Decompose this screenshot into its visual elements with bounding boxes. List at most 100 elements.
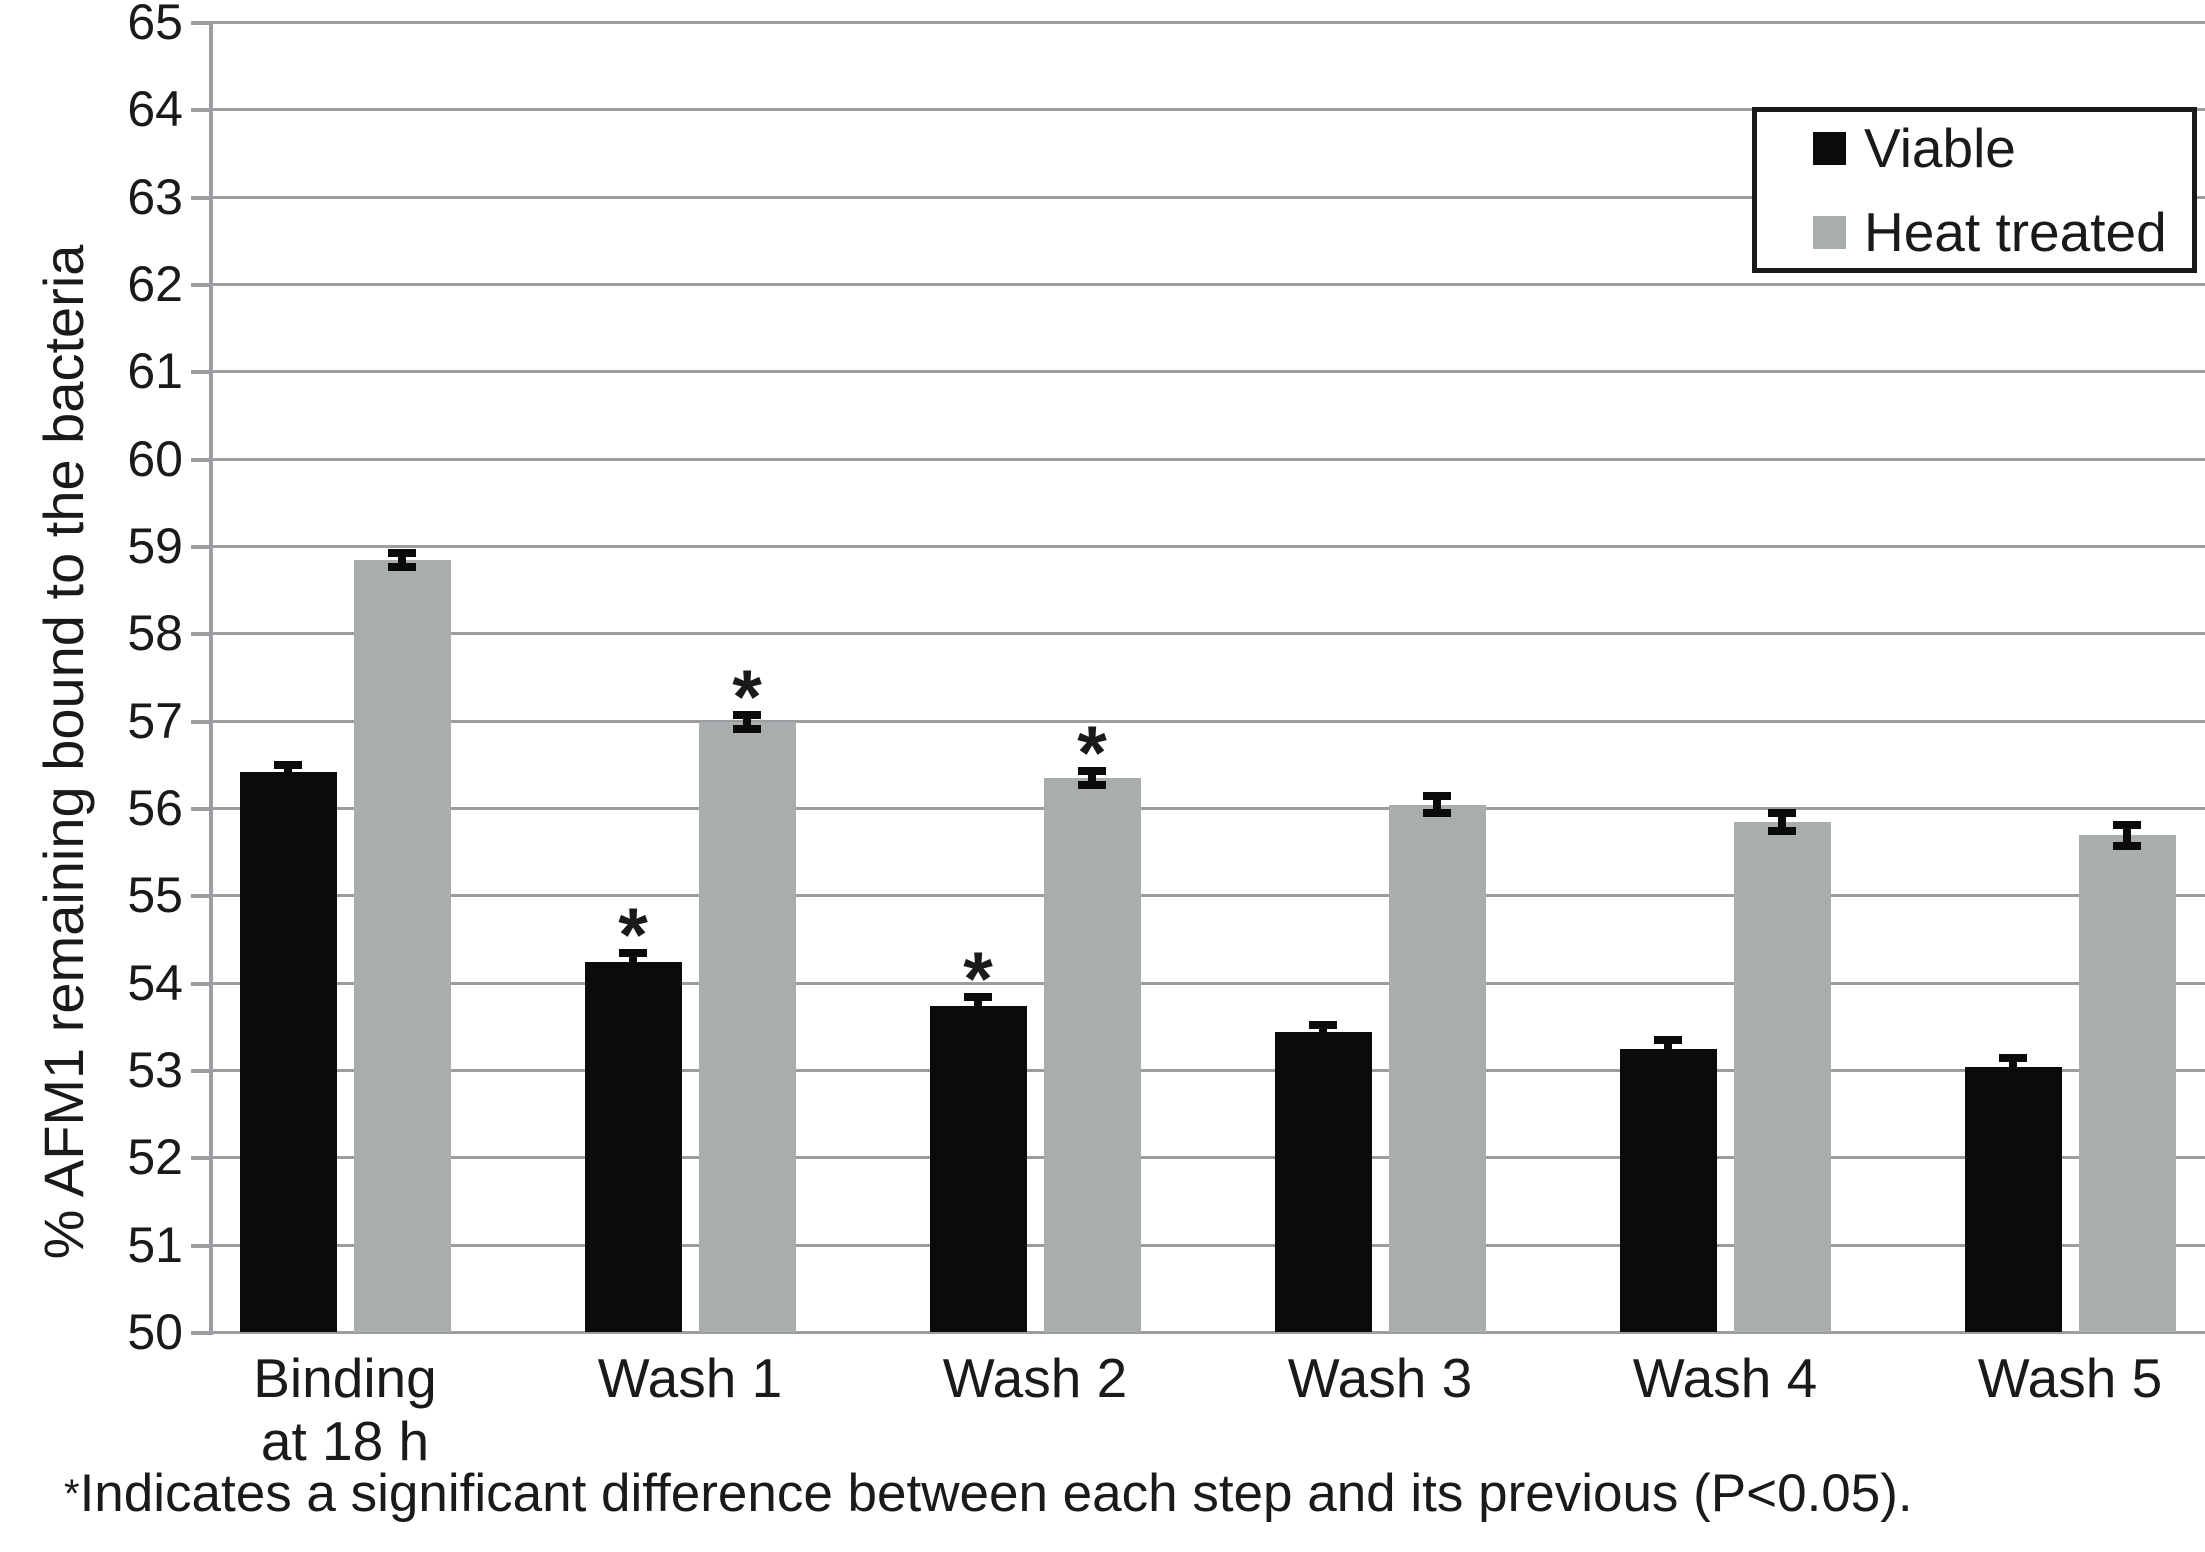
error-bar-stem <box>1433 795 1441 814</box>
bar-heat-treated <box>1733 822 1831 1332</box>
error-bar-cap-top <box>1078 767 1106 776</box>
x-category-label: Wash 4 <box>1632 1347 1818 1409</box>
error-bar-cap-top <box>1768 809 1796 818</box>
error-bar-cap-top <box>1423 791 1451 800</box>
gridline <box>211 457 2205 461</box>
y-axis-tick-label: 54 <box>127 954 183 1011</box>
y-axis-tick-label: 60 <box>127 430 183 487</box>
bar-viable <box>1964 1066 2062 1332</box>
error-bar-stem <box>284 765 292 780</box>
gridline <box>211 1069 2205 1072</box>
y-axis-tick-label: 57 <box>127 692 183 749</box>
footnote-asterisk: * <box>64 1472 80 1516</box>
error-bar-cap-bottom <box>1654 1053 1682 1062</box>
error-bar-cap-bottom <box>1078 781 1106 790</box>
y-axis-tick-label: 56 <box>127 780 183 836</box>
y-axis-tick <box>191 807 211 811</box>
y-axis-tick <box>191 108 211 113</box>
error-bar-cap-top <box>388 549 416 558</box>
y-axis-tick-label: 64 <box>127 81 183 138</box>
footnote: * Indicates a significant difference betw… <box>64 1462 1913 1542</box>
error-bar-cap-top <box>964 992 992 1001</box>
y-axis-tick-label: 59 <box>127 518 183 574</box>
bar-heat-treated <box>2078 835 2176 1332</box>
gridline <box>211 1331 2205 1334</box>
error-bar-stem <box>1319 1024 1327 1039</box>
gridline <box>211 719 2205 723</box>
y-axis-tick <box>191 981 211 986</box>
footnote-text: Indicates a significant difference betwe… <box>79 1464 1913 1523</box>
gridline <box>211 545 2205 548</box>
error-bar-stem <box>2009 1057 2017 1076</box>
gridline <box>211 283 2205 286</box>
gridline <box>211 195 2205 199</box>
y-axis-tick-label: 50 <box>127 1304 183 1360</box>
error-bar-cap-top <box>1999 1053 2027 1062</box>
y-axis-tick <box>191 1156 211 1161</box>
significance-asterisk: * <box>1077 711 1107 797</box>
error-bar-cap-top <box>274 761 302 770</box>
y-axis-tick <box>191 632 211 637</box>
error-bar-cap-bottom <box>1768 826 1796 835</box>
error-bar-stem <box>1778 813 1786 831</box>
error-bar-cap-top <box>1654 1036 1682 1045</box>
y-axis-tick <box>191 21 211 25</box>
y-axis-tick-label: 61 <box>127 343 183 400</box>
y-axis-tick <box>191 1331 211 1335</box>
y-axis-tick-label: 65 <box>127 0 183 50</box>
y-axis-tick-label: 63 <box>127 168 183 225</box>
error-bar-stem <box>743 714 751 729</box>
gridline <box>211 894 2205 898</box>
bar-viable <box>1274 1031 1372 1332</box>
error-bar-cap-bottom <box>964 1010 992 1019</box>
x-category-label: Wash 5 <box>1977 1347 2163 1409</box>
error-bar-cap-bottom <box>2113 841 2141 850</box>
legend: Viable Heat treated <box>1752 107 2197 273</box>
y-axis-tick <box>191 719 211 724</box>
error-bar-cap-bottom <box>733 724 761 733</box>
x-category-label: Wash 1 <box>597 1347 783 1409</box>
gridline <box>211 108 2205 112</box>
error-bar-cap-top <box>619 949 647 958</box>
y-axis-tick <box>191 283 211 287</box>
gridline <box>211 1156 2205 1160</box>
y-axis-tick <box>191 545 211 549</box>
error-bar-stem <box>398 553 406 568</box>
error-bar-cap-bottom <box>1999 1071 2027 1080</box>
gridline <box>211 807 2205 810</box>
y-axis-tick-label: 55 <box>127 867 183 924</box>
y-axis-tick-label: 62 <box>127 256 183 312</box>
bar-heat-treated <box>1043 778 1141 1332</box>
y-axis-tick-label: 58 <box>127 605 183 662</box>
x-category-label: Wash 2 <box>942 1347 1128 1409</box>
gridline <box>211 632 2205 636</box>
gridline <box>211 21 2205 24</box>
error-bar-stem <box>1088 771 1096 786</box>
error-bar-stem <box>629 953 637 971</box>
significance-asterisk: * <box>732 654 762 740</box>
y-axis-tick-label: 51 <box>127 1216 183 1273</box>
error-bar-cap-bottom <box>1309 1034 1337 1043</box>
error-bar-cap-bottom <box>274 775 302 784</box>
legend-item: Viable <box>1813 118 2192 178</box>
y-axis-tick <box>191 195 211 200</box>
legend-item: Heat treated <box>1813 202 2192 262</box>
y-axis-tick-label: 53 <box>127 1042 183 1098</box>
legend-swatch-icon <box>1813 131 1846 165</box>
bar-heat-treated <box>698 721 796 1332</box>
bar-heat-treated <box>1388 804 1486 1332</box>
y-axis-tick <box>191 1069 211 1073</box>
y-axis-tick <box>191 457 211 462</box>
error-bar-cap-top <box>2113 820 2141 829</box>
error-bar-cap-bottom <box>1423 809 1451 818</box>
legend-label: Heat treated <box>1864 201 2167 263</box>
gridline <box>211 370 2205 374</box>
y-axis-tick <box>191 370 211 375</box>
x-category-label: Wash 3 <box>1287 1347 1473 1409</box>
significance-asterisk: * <box>618 893 648 979</box>
error-bar-cap-bottom <box>388 563 416 572</box>
significance-asterisk: * <box>963 936 993 1022</box>
legend-label: Viable <box>1864 117 2016 179</box>
